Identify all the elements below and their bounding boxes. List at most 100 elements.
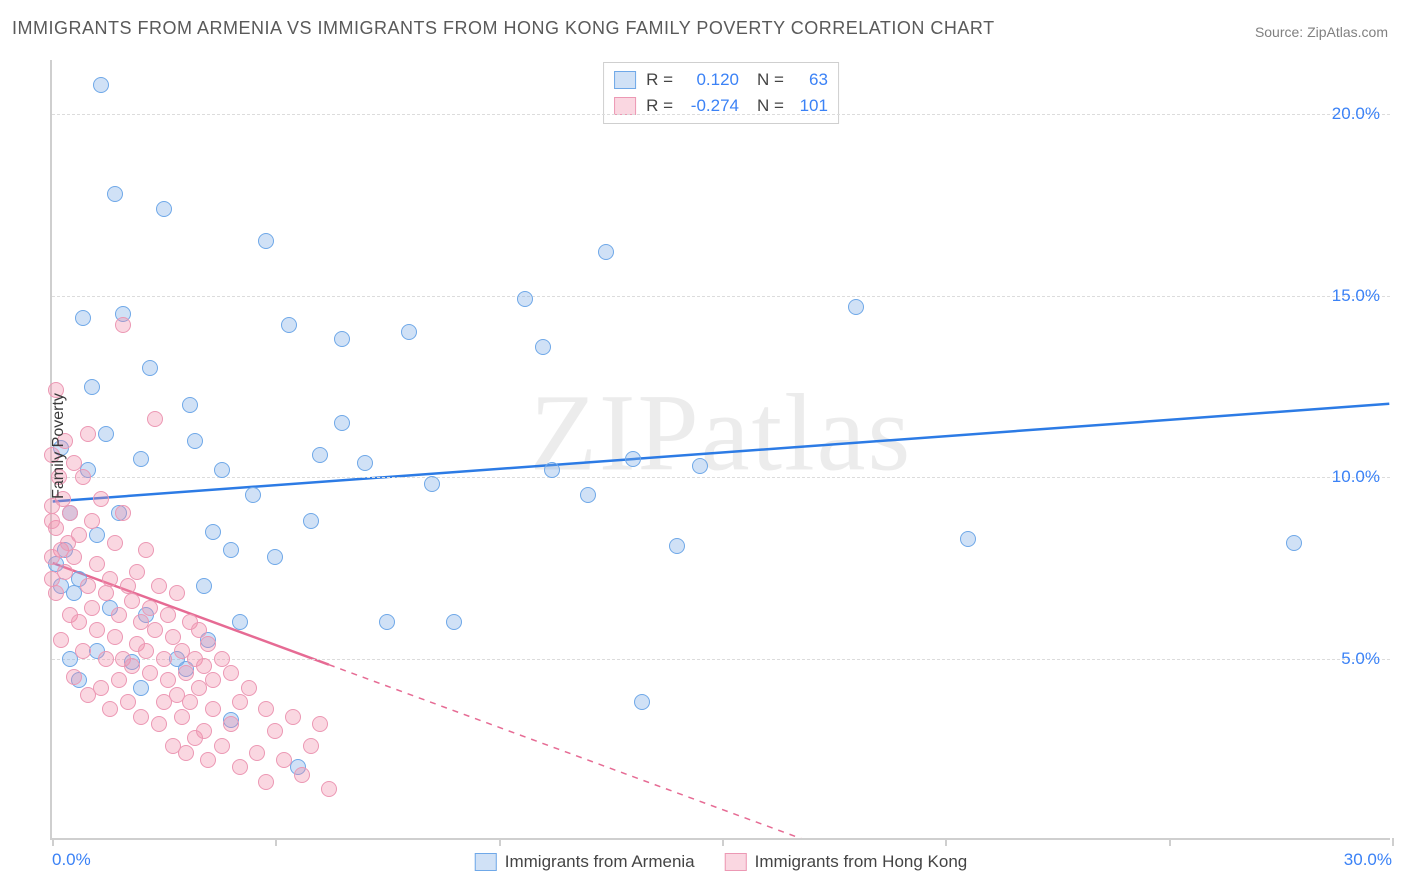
legend-item-armenia: Immigrants from Armenia: [475, 852, 695, 872]
point-armenia: [89, 527, 105, 543]
point-hongkong: [115, 317, 131, 333]
point-hongkong: [205, 672, 221, 688]
point-hongkong: [151, 716, 167, 732]
point-hongkong: [120, 694, 136, 710]
point-hongkong: [111, 672, 127, 688]
point-hongkong: [191, 622, 207, 638]
point-armenia: [357, 455, 373, 471]
point-hongkong: [75, 469, 91, 485]
point-hongkong: [285, 709, 301, 725]
point-armenia: [598, 244, 614, 260]
point-hongkong: [93, 491, 109, 507]
point-hongkong: [138, 542, 154, 558]
point-hongkong: [169, 585, 185, 601]
point-hongkong: [205, 701, 221, 717]
legend-label-armenia: Immigrants from Armenia: [505, 852, 695, 872]
point-hongkong: [142, 600, 158, 616]
point-hongkong: [89, 556, 105, 572]
point-hongkong: [102, 571, 118, 587]
point-hongkong: [133, 709, 149, 725]
legend-r-label: R =: [646, 70, 673, 90]
point-armenia: [634, 694, 650, 710]
point-armenia: [232, 614, 248, 630]
point-hongkong: [62, 505, 78, 521]
point-armenia: [258, 233, 274, 249]
ytick-label: 5.0%: [1341, 649, 1380, 669]
xtick-label: 30.0%: [1344, 850, 1392, 870]
point-armenia: [379, 614, 395, 630]
xtick: [1169, 838, 1171, 846]
point-hongkong: [232, 694, 248, 710]
point-hongkong: [71, 614, 87, 630]
point-hongkong: [89, 622, 105, 638]
point-hongkong: [178, 745, 194, 761]
point-armenia: [1286, 535, 1302, 551]
gridline-h: [52, 114, 1390, 115]
xtick: [275, 838, 277, 846]
point-hongkong: [200, 752, 216, 768]
point-hongkong: [66, 455, 82, 471]
point-hongkong: [267, 723, 283, 739]
point-armenia: [303, 513, 319, 529]
point-hongkong: [53, 632, 69, 648]
point-hongkong: [124, 593, 140, 609]
point-armenia: [960, 531, 976, 547]
point-hongkong: [156, 651, 172, 667]
xtick: [52, 838, 54, 846]
xtick: [722, 838, 724, 846]
point-armenia: [84, 379, 100, 395]
point-hongkong: [48, 585, 64, 601]
point-hongkong: [241, 680, 257, 696]
point-hongkong: [93, 680, 109, 696]
point-hongkong: [294, 767, 310, 783]
point-armenia: [267, 549, 283, 565]
point-armenia: [446, 614, 462, 630]
point-hongkong: [75, 643, 91, 659]
xtick: [1392, 838, 1394, 846]
legend-r-armenia: 0.120: [683, 70, 739, 90]
point-armenia: [692, 458, 708, 474]
ytick-label: 10.0%: [1332, 467, 1380, 487]
point-armenia: [107, 186, 123, 202]
point-armenia: [214, 462, 230, 478]
point-armenia: [517, 291, 533, 307]
source-attribution: Source: ZipAtlas.com: [1255, 24, 1388, 40]
point-armenia: [848, 299, 864, 315]
point-hongkong: [138, 643, 154, 659]
point-hongkong: [303, 738, 319, 754]
gridline-h: [52, 659, 1390, 660]
point-hongkong: [107, 629, 123, 645]
legend-r-hongkong: -0.274: [683, 96, 739, 116]
xtick: [499, 838, 501, 846]
point-armenia: [424, 476, 440, 492]
point-hongkong: [111, 607, 127, 623]
point-hongkong: [196, 723, 212, 739]
trend-layer: [52, 60, 1390, 838]
point-armenia: [93, 77, 109, 93]
point-hongkong: [160, 672, 176, 688]
point-hongkong: [57, 564, 73, 580]
point-hongkong: [321, 781, 337, 797]
gridline-h: [52, 477, 1390, 478]
point-hongkong: [196, 658, 212, 674]
point-hongkong: [84, 513, 100, 529]
legend-n-label: N =: [757, 70, 784, 90]
point-armenia: [133, 451, 149, 467]
point-hongkong: [115, 505, 131, 521]
point-hongkong: [147, 411, 163, 427]
point-hongkong: [151, 578, 167, 594]
point-hongkong: [214, 738, 230, 754]
point-hongkong: [80, 426, 96, 442]
point-armenia: [98, 426, 114, 442]
point-hongkong: [129, 564, 145, 580]
legend-item-hongkong: Immigrants from Hong Kong: [725, 852, 968, 872]
point-hongkong: [223, 716, 239, 732]
point-hongkong: [165, 629, 181, 645]
point-hongkong: [178, 665, 194, 681]
point-hongkong: [276, 752, 292, 768]
point-armenia: [142, 360, 158, 376]
point-hongkong: [98, 651, 114, 667]
point-armenia: [401, 324, 417, 340]
legend-label-hongkong: Immigrants from Hong Kong: [755, 852, 968, 872]
point-armenia: [625, 451, 641, 467]
